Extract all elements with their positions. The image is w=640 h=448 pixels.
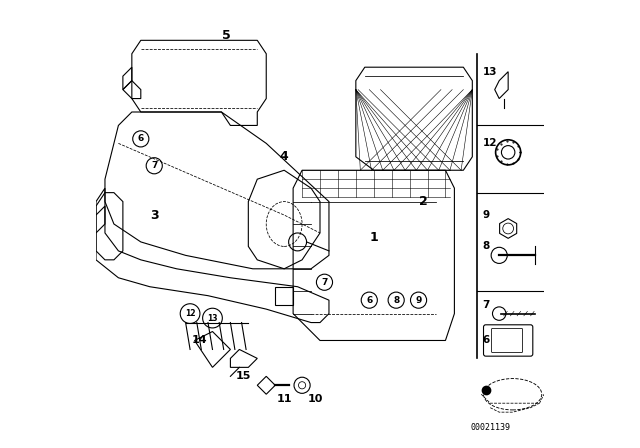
Text: 10: 10 (308, 394, 323, 404)
Text: 7: 7 (151, 161, 157, 170)
Text: 13: 13 (483, 67, 497, 77)
Text: 3: 3 (150, 208, 159, 222)
Text: 00021139: 00021139 (470, 423, 510, 432)
Text: 8: 8 (483, 241, 490, 251)
Text: 9: 9 (415, 296, 422, 305)
Text: 2: 2 (419, 195, 428, 208)
Text: 6: 6 (366, 296, 372, 305)
Text: 6: 6 (138, 134, 144, 143)
Text: 12: 12 (483, 138, 497, 148)
Text: 14: 14 (191, 336, 207, 345)
Text: 11: 11 (276, 394, 292, 404)
Text: 12: 12 (185, 309, 195, 318)
Text: 9: 9 (483, 210, 490, 220)
Text: 4: 4 (280, 150, 289, 164)
Text: 8: 8 (393, 296, 399, 305)
Text: 13: 13 (207, 314, 218, 323)
Text: 6: 6 (483, 336, 490, 345)
Text: 1: 1 (369, 231, 378, 244)
Text: 5: 5 (221, 29, 230, 43)
Text: 15: 15 (236, 371, 252, 381)
Text: 7: 7 (321, 278, 328, 287)
Text: 7: 7 (483, 300, 490, 310)
